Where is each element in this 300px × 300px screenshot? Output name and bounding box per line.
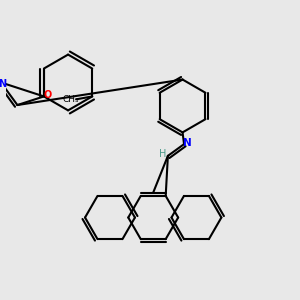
Text: CH₃: CH₃ [62,95,79,104]
Text: N: N [0,79,7,89]
Text: N: N [183,138,192,148]
Text: H: H [159,149,166,159]
Text: O: O [43,90,52,100]
